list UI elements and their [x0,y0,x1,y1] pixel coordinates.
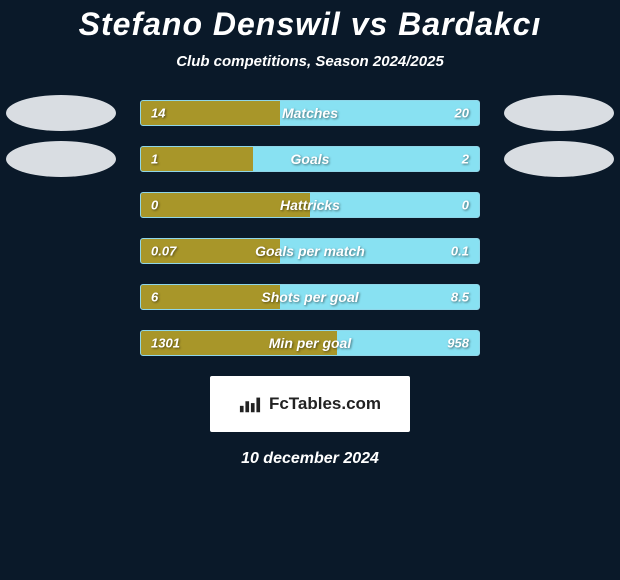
stat-label: Min per goal [269,335,351,351]
stat-value-left: 1 [151,152,158,167]
stat-label: Goals per match [255,243,365,259]
stat-bar: Matches 14 20 [140,100,480,126]
stat-row: Min per goal 1301 958 [0,330,620,356]
player-avatar-left [6,141,116,177]
stat-value-left: 1301 [151,336,180,351]
stat-bar: Hattricks 0 0 [140,192,480,218]
stat-row: Matches 14 20 [0,100,620,126]
stat-label: Goals [291,151,330,167]
subtitle: Club competitions, Season 2024/2025 [0,53,620,70]
player-avatar-right [504,141,614,177]
player-avatar-right [504,95,614,131]
stat-label: Matches [282,105,338,121]
stat-value-right: 8.5 [451,290,469,305]
stat-value-right: 958 [447,336,469,351]
date-label: 10 december 2024 [0,450,620,468]
bars-icon [239,395,261,413]
stat-label: Shots per goal [261,289,358,305]
stat-value-right: 0.1 [451,244,469,259]
stat-bar-left [141,285,280,309]
stat-row: Goals 1 2 [0,146,620,172]
stat-row: Goals per match 0.07 0.1 [0,238,620,264]
stat-bar: Shots per goal 6 8.5 [140,284,480,310]
stat-row: Hattricks 0 0 [0,192,620,218]
stat-value-left: 0.07 [151,244,176,259]
source-badge: FcTables.com [210,376,410,432]
stat-value-right: 20 [455,106,469,121]
player-avatar-left [6,95,116,131]
stat-value-left: 0 [151,198,158,213]
badge-text: FcTables.com [269,394,381,414]
stat-label: Hattricks [280,197,340,213]
stat-bar: Min per goal 1301 958 [140,330,480,356]
stat-bar: Goals per match 0.07 0.1 [140,238,480,264]
stat-value-right: 2 [462,152,469,167]
page-title: Stefano Denswil vs Bardakcı [0,6,620,43]
comparison-card: Stefano Denswil vs Bardakcı Club competi… [0,0,620,468]
stat-value-left: 14 [151,106,165,121]
stat-row: Shots per goal 6 8.5 [0,284,620,310]
stats-list: Matches 14 20 Goals 1 2 Hattricks 0 0 Goals per m… [0,100,620,356]
stat-bar: Goals 1 2 [140,146,480,172]
stat-value-right: 0 [462,198,469,213]
stat-value-left: 6 [151,290,158,305]
